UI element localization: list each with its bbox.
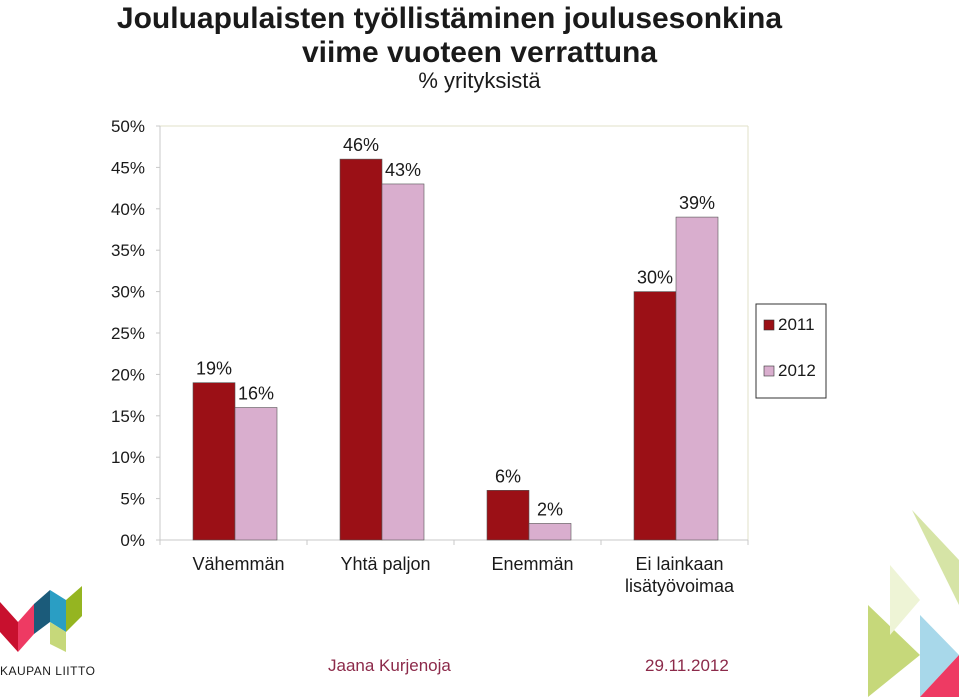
y-tick-label: 5%	[120, 490, 145, 509]
chart-title: Jouluapulaisten työllistäminen jouluseso…	[0, 2, 959, 70]
bar-2011-1	[339, 158, 383, 541]
y-tick-label: 30%	[111, 283, 145, 302]
y-tick-label: 20%	[111, 365, 145, 384]
legend-box	[755, 303, 827, 399]
x-tick-label: Yhtä paljon	[340, 554, 430, 574]
data-label: 16%	[238, 384, 274, 404]
kaupan-liitto-logo-icon	[0, 586, 82, 652]
data-label: 46%	[343, 135, 379, 155]
legend-swatch-2011	[763, 319, 775, 331]
x-tick-label-line: Ei lainkaan	[635, 554, 723, 574]
data-label: 6%	[495, 466, 521, 486]
chart-subtitle: % yrityksistä	[418, 68, 541, 93]
data-label: 19%	[196, 359, 232, 379]
x-tick-label: Enemmän	[491, 554, 573, 574]
data-label: 2%	[537, 499, 563, 519]
bar-2012-3	[675, 216, 719, 541]
x-tick-label: Ei lainkaan lisätyövoimaa	[625, 554, 735, 596]
y-tick-label: 45%	[111, 158, 145, 177]
chart-title-line-2: viime vuoteen verrattuna	[301, 36, 658, 69]
y-tick-label: 15%	[111, 407, 145, 426]
bar-2011-0	[192, 382, 236, 541]
bar-2012-0	[234, 407, 278, 541]
data-label: 39%	[679, 193, 715, 213]
legend-label: 2011	[778, 315, 815, 334]
decorative-triangles-icon	[868, 510, 959, 697]
logo-text: KAUPAN LIITTO	[0, 664, 96, 678]
y-tick-label: 35%	[111, 241, 145, 260]
bar-2011-3	[633, 291, 677, 541]
footer-date: 29.11.2012	[645, 656, 729, 675]
y-tick-label: 25%	[111, 324, 145, 343]
x-tick-label-line: Vähemmän	[192, 554, 284, 574]
legend-label: 2012	[778, 361, 816, 380]
y-tick-label: 0%	[120, 531, 145, 550]
legend: 2011 2012	[755, 303, 827, 399]
chart-title-line-1: Jouluapulaisten työllistäminen jouluseso…	[116, 2, 783, 35]
footer-author: Jaana Kurjenoja	[328, 656, 451, 675]
x-tick-label-line: Enemmän	[491, 554, 573, 574]
y-tick-label: 50%	[111, 117, 145, 136]
legend-swatch-2012	[763, 365, 775, 377]
x-tick-label-line: lisätyövoimaa	[625, 576, 735, 596]
x-tick-label: Vähemmän	[192, 554, 284, 574]
data-label: 43%	[385, 160, 421, 180]
bar-2011-2	[486, 490, 530, 541]
y-axis: 0% 5% 10% 15% 20% 25% 30% 35% 40% 45% 50%	[111, 117, 160, 550]
x-axis-labels: Vähemmän Yhtä paljon Enemmän Ei lainkaan lis…	[159, 540, 749, 596]
bar-2012-1	[381, 183, 425, 541]
data-label: 30%	[637, 268, 673, 288]
data-labels: 19% 46% 6% 30% 16% 43% 2% 39%	[196, 135, 715, 519]
x-tick-label-line: Yhtä paljon	[340, 554, 430, 574]
y-tick-label: 10%	[111, 448, 145, 467]
bar-2012-2	[528, 523, 572, 541]
y-tick-label: 40%	[111, 200, 145, 219]
bars	[192, 158, 719, 541]
